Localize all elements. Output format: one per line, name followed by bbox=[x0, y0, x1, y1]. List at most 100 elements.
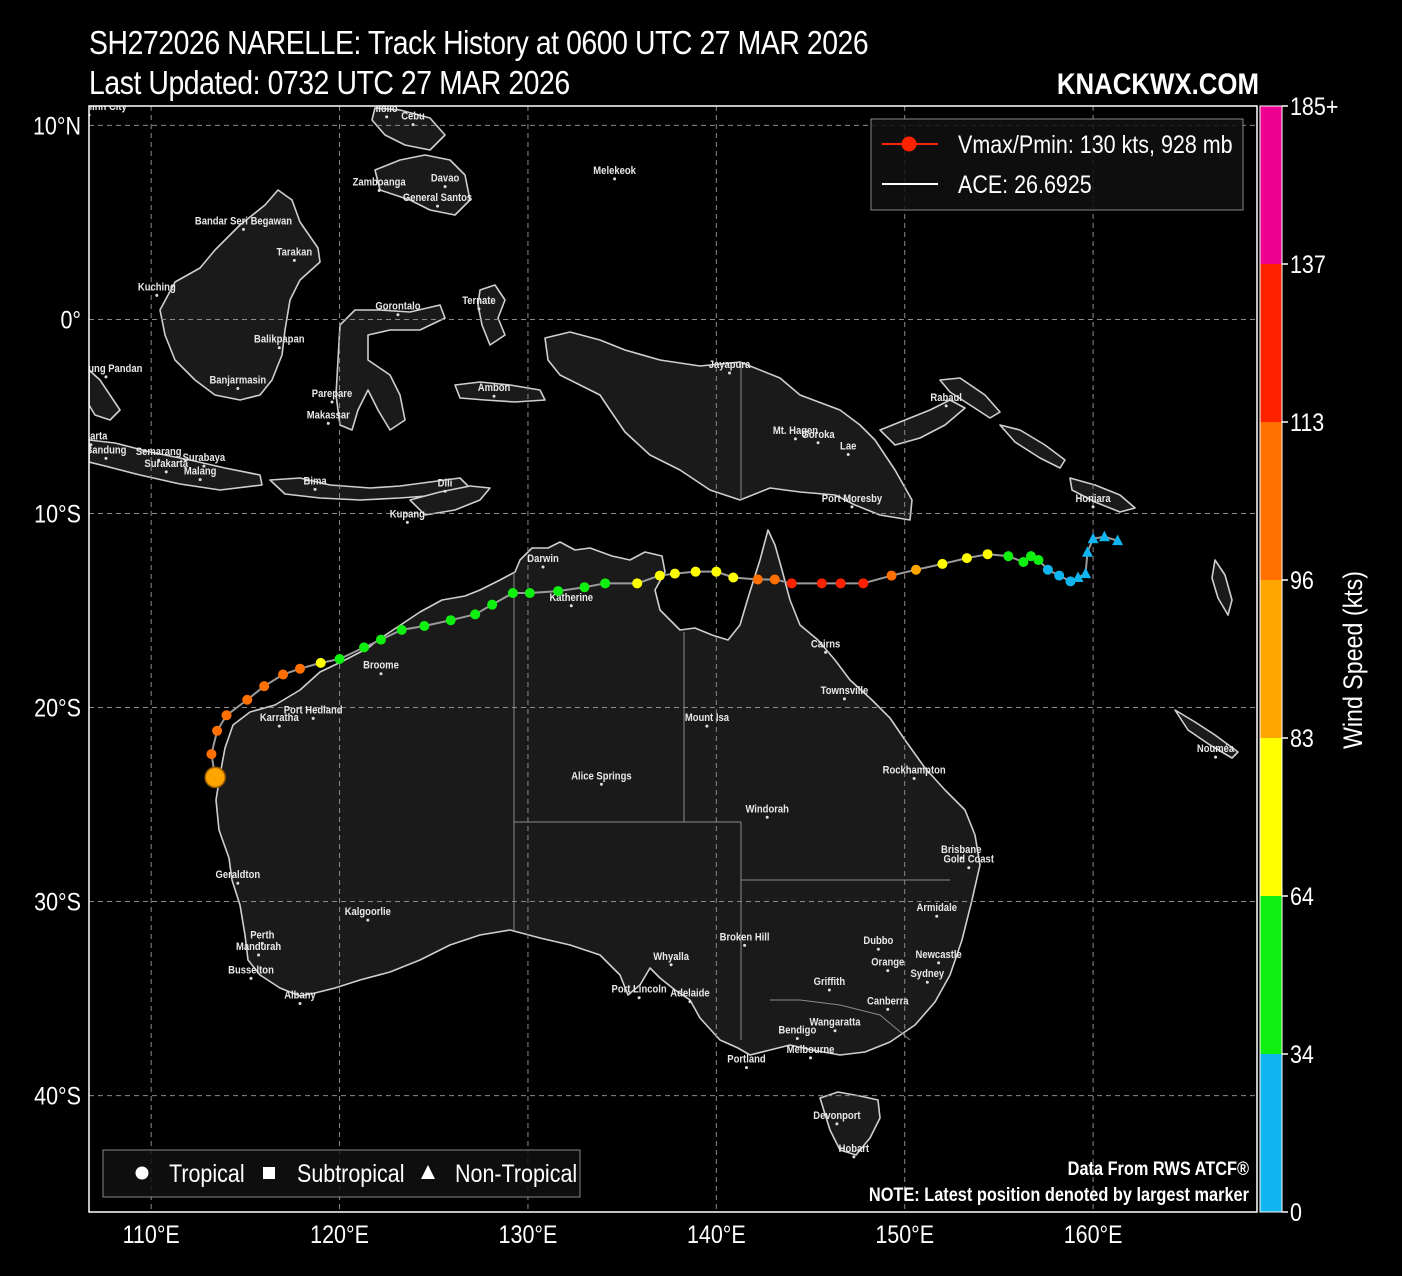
track-point-tropical[interactable] bbox=[911, 564, 922, 575]
tasmania-land bbox=[819, 1091, 881, 1156]
city-dot bbox=[311, 716, 315, 720]
track-point-tropical[interactable] bbox=[524, 588, 535, 599]
track-point-tropical[interactable] bbox=[937, 558, 948, 569]
track-point-tropical[interactable] bbox=[654, 570, 665, 581]
colorbar-band bbox=[1260, 106, 1282, 264]
city-label: Parepare bbox=[312, 388, 353, 400]
track-point-tropical[interactable] bbox=[376, 634, 386, 645]
city-dot bbox=[959, 856, 963, 860]
track-point-tropical[interactable] bbox=[1065, 576, 1076, 587]
track-point-tropical[interactable] bbox=[259, 681, 270, 692]
track-point-tropical[interactable] bbox=[886, 570, 897, 581]
track-point-tropical[interactable] bbox=[419, 621, 430, 632]
city-dot bbox=[833, 1029, 837, 1033]
city-dot bbox=[202, 464, 206, 468]
lon-tick-label: 110°E bbox=[123, 1220, 180, 1248]
track-point-tropical[interactable] bbox=[334, 654, 345, 664]
sunda-islands-land bbox=[269, 477, 471, 501]
track-point-tropical[interactable] bbox=[579, 582, 590, 593]
colorbar-band bbox=[1260, 264, 1282, 422]
city-label: Portland bbox=[727, 1054, 765, 1066]
longitude-ticks: 110°E 120°E 130°E 140°E 150°E 160°E bbox=[123, 1220, 1123, 1248]
track-point-tropical[interactable] bbox=[728, 572, 739, 583]
city-label: Port Moresby bbox=[822, 493, 883, 505]
new-ireland-land bbox=[939, 377, 1001, 419]
track-point-non-tropical[interactable] bbox=[1080, 567, 1092, 579]
track-point-tropical[interactable] bbox=[445, 615, 456, 626]
city-label: Broome bbox=[363, 660, 399, 672]
track-point-tropical[interactable] bbox=[1054, 570, 1065, 581]
chart-subtitle: Last Updated: 0732 UTC 27 MAR 2026 bbox=[89, 64, 570, 101]
track-point-tropical[interactable] bbox=[786, 578, 797, 589]
track-point-tropical[interactable] bbox=[242, 694, 253, 705]
track-point-non-tropical[interactable] bbox=[1087, 532, 1099, 544]
track-point-tropical[interactable] bbox=[553, 586, 564, 597]
track-point-tropical[interactable] bbox=[982, 549, 993, 560]
track-point-tropical[interactable] bbox=[487, 599, 498, 610]
track-point-tropical[interactable] bbox=[212, 725, 223, 736]
track-point-tropical[interactable] bbox=[1025, 551, 1036, 562]
city-dot bbox=[935, 914, 939, 918]
city-dot bbox=[385, 115, 389, 119]
storm-type-legend: Tropical Subtropical Non-Tropical bbox=[102, 1149, 581, 1198]
city-label: Malang bbox=[184, 466, 217, 478]
track-point-tropical[interactable] bbox=[315, 657, 326, 668]
track-point-tropical[interactable] bbox=[507, 588, 518, 599]
city-dot bbox=[277, 724, 281, 728]
track-point-tropical[interactable] bbox=[470, 609, 481, 620]
city-label: Devonport bbox=[813, 1110, 861, 1122]
track-point-tropical[interactable] bbox=[206, 749, 217, 760]
track-point-tropical[interactable] bbox=[1042, 564, 1053, 575]
colorbar-tick-label: 0 bbox=[1290, 1198, 1302, 1226]
track-point-tropical[interactable] bbox=[359, 642, 370, 653]
city-label: Broken Hill bbox=[720, 932, 770, 944]
track-point-non-tropical[interactable] bbox=[1112, 534, 1124, 546]
city-dot bbox=[164, 470, 168, 474]
latest-position-note: NOTE: Latest position denoted by largest… bbox=[869, 1184, 1249, 1205]
city-dot bbox=[443, 185, 447, 189]
track-point-tropical[interactable] bbox=[835, 578, 846, 589]
city-dot bbox=[436, 204, 440, 208]
track-point-tropical[interactable] bbox=[711, 566, 722, 577]
city-dot bbox=[104, 375, 108, 379]
track-point-tropical[interactable] bbox=[632, 578, 643, 589]
city-label: Tarakan bbox=[277, 247, 313, 259]
colorbar-tick-label: 34 bbox=[1290, 1040, 1314, 1068]
track-point-tropical[interactable] bbox=[669, 568, 680, 579]
city-dot bbox=[157, 458, 161, 462]
lon-tick-label: 140°E bbox=[687, 1220, 746, 1248]
city-label: Nouméa bbox=[1197, 744, 1235, 756]
track-point-non-tropical[interactable] bbox=[1098, 530, 1110, 542]
track-point-tropical[interactable] bbox=[294, 663, 305, 674]
track-point-tropical[interactable] bbox=[1018, 556, 1029, 567]
city-dot bbox=[366, 918, 370, 922]
track-point-tropical[interactable] bbox=[396, 624, 407, 635]
track-point-non-tropical[interactable] bbox=[1072, 571, 1084, 583]
sulawesi-land bbox=[335, 304, 446, 431]
track-point-tropical[interactable] bbox=[961, 553, 972, 564]
track-point-non-tropical[interactable] bbox=[1081, 546, 1093, 557]
track-point-tropical[interactable] bbox=[1003, 551, 1014, 562]
track-point-tropical[interactable] bbox=[600, 578, 611, 589]
city-dot bbox=[827, 988, 831, 992]
city-dot bbox=[477, 307, 481, 311]
colorbar-tick-label: 113 bbox=[1290, 408, 1324, 436]
track-point-tropical[interactable] bbox=[816, 578, 827, 589]
track-point-tropical[interactable] bbox=[769, 574, 780, 585]
track-point-tropical[interactable] bbox=[858, 578, 869, 589]
city-label: Katherine bbox=[549, 592, 593, 604]
sumatra-land bbox=[89, 369, 121, 421]
colorbar-tick-label: 185+ bbox=[1290, 92, 1338, 120]
track-point-tropical[interactable] bbox=[221, 710, 232, 721]
latest-position-marker[interactable] bbox=[204, 766, 226, 789]
city-label: Ternate bbox=[462, 295, 496, 307]
track-point-tropical[interactable] bbox=[278, 669, 289, 680]
city-label: Dili bbox=[438, 478, 453, 490]
track-point-tropical[interactable] bbox=[690, 566, 701, 577]
storm-track[interactable] bbox=[204, 530, 1124, 789]
data-source-note: Data From RWS ATCF® bbox=[1068, 1158, 1249, 1179]
track-point-tropical[interactable] bbox=[1033, 555, 1044, 566]
track-point-tropical[interactable] bbox=[752, 574, 763, 585]
